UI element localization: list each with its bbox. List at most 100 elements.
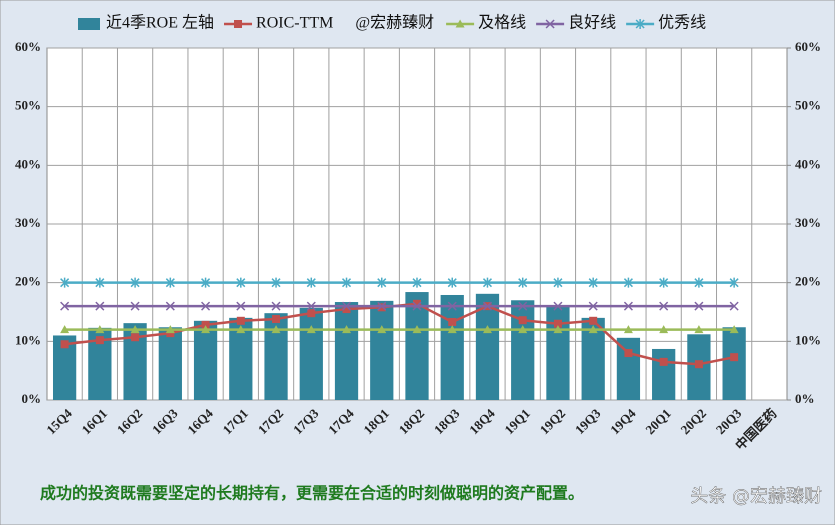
point bbox=[553, 301, 563, 311]
point bbox=[130, 277, 140, 288]
point bbox=[694, 301, 704, 311]
point bbox=[412, 277, 422, 288]
watermark: 头条 @宏赫臻财 bbox=[690, 486, 822, 507]
bar bbox=[370, 300, 394, 400]
point bbox=[306, 277, 316, 288]
point bbox=[306, 325, 316, 334]
y-tick-label: 50% bbox=[15, 98, 41, 113]
point bbox=[729, 277, 739, 288]
point bbox=[131, 333, 140, 342]
point bbox=[95, 277, 105, 288]
point bbox=[130, 325, 140, 334]
bar bbox=[193, 320, 218, 400]
point bbox=[482, 277, 493, 288]
point bbox=[623, 325, 633, 334]
point bbox=[518, 316, 527, 325]
y-tick-label: 10% bbox=[15, 332, 41, 347]
point bbox=[165, 301, 175, 311]
point bbox=[659, 301, 669, 311]
point bbox=[659, 277, 669, 288]
legend-text: @宏赫臻财 bbox=[355, 14, 434, 32]
point bbox=[60, 301, 70, 311]
point bbox=[341, 301, 352, 311]
footer: 成功的投资既需要坚定的长期持有，更需要在合适的时刻做聪明的资产配置。 bbox=[40, 484, 584, 503]
point bbox=[342, 325, 352, 334]
point bbox=[518, 277, 528, 288]
bar bbox=[652, 348, 676, 400]
y2-tick-label: 40% bbox=[795, 156, 821, 171]
point bbox=[60, 325, 70, 334]
point bbox=[201, 301, 211, 311]
point bbox=[341, 277, 352, 288]
bar bbox=[722, 327, 746, 400]
point bbox=[659, 325, 669, 334]
point bbox=[623, 277, 633, 288]
point bbox=[201, 325, 211, 334]
point bbox=[413, 299, 421, 308]
point bbox=[553, 325, 563, 334]
legend-swatch bbox=[78, 18, 100, 30]
bar bbox=[511, 300, 535, 400]
y-tick-label: 40% bbox=[15, 156, 41, 171]
y2-tick-label: 10% bbox=[795, 332, 821, 347]
y-tick-label: 60% bbox=[15, 39, 41, 54]
bar bbox=[475, 293, 500, 400]
y2-tick-label: 0% bbox=[795, 391, 815, 406]
legend-label: 良好线 bbox=[568, 14, 616, 32]
point bbox=[95, 301, 105, 311]
point bbox=[377, 325, 387, 334]
y2-tick-label: 30% bbox=[795, 215, 821, 230]
point bbox=[553, 319, 562, 328]
point bbox=[694, 325, 704, 334]
point bbox=[588, 325, 598, 334]
bar bbox=[123, 323, 147, 400]
point bbox=[165, 277, 175, 288]
point bbox=[729, 325, 739, 334]
y2-tick-label: 50% bbox=[795, 98, 821, 113]
point bbox=[729, 301, 739, 311]
bar bbox=[334, 302, 359, 400]
point bbox=[271, 277, 281, 288]
point bbox=[60, 340, 69, 349]
point bbox=[518, 301, 528, 311]
y-tick-label: 30% bbox=[15, 215, 41, 230]
legend-label: ROIC-TTM bbox=[256, 15, 333, 32]
y2-tick-label: 60% bbox=[795, 39, 821, 54]
point bbox=[553, 277, 563, 288]
point bbox=[236, 301, 246, 311]
point bbox=[165, 325, 175, 334]
bar bbox=[229, 317, 253, 400]
y-tick-label: 20% bbox=[15, 274, 41, 289]
point bbox=[588, 277, 598, 288]
legend-marker bbox=[635, 19, 645, 29]
point bbox=[412, 325, 422, 334]
point bbox=[694, 360, 703, 369]
bar bbox=[264, 313, 288, 400]
point bbox=[201, 277, 211, 288]
point bbox=[694, 277, 704, 288]
bar bbox=[440, 294, 464, 400]
legend-label: 及格线 bbox=[478, 14, 526, 32]
point bbox=[623, 301, 633, 311]
point bbox=[307, 309, 316, 318]
point bbox=[588, 301, 598, 311]
point bbox=[482, 325, 492, 334]
point bbox=[412, 301, 422, 311]
point bbox=[659, 357, 668, 366]
point bbox=[377, 301, 387, 311]
point bbox=[448, 317, 457, 326]
point bbox=[377, 277, 387, 288]
point bbox=[95, 336, 104, 345]
bar bbox=[405, 292, 429, 400]
point bbox=[624, 349, 633, 358]
point bbox=[95, 325, 105, 334]
legend-marker bbox=[455, 19, 465, 28]
point bbox=[166, 329, 175, 338]
point bbox=[201, 320, 210, 329]
bar bbox=[158, 327, 182, 400]
point bbox=[236, 277, 246, 288]
point bbox=[447, 301, 457, 311]
legend-marker bbox=[545, 19, 555, 29]
